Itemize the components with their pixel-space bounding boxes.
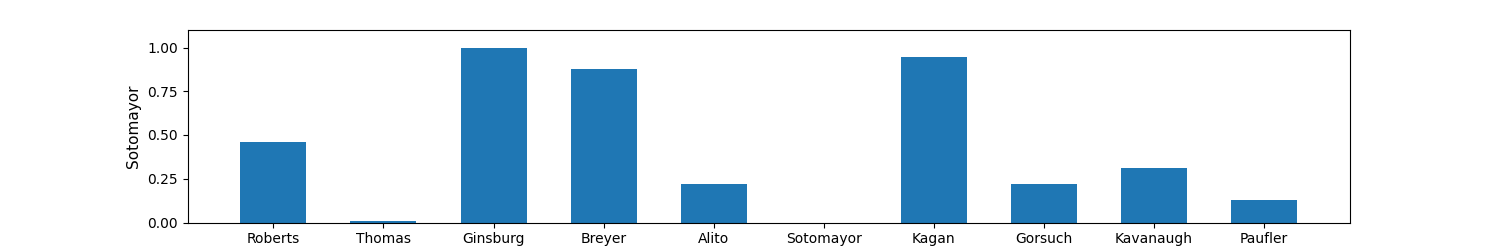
Bar [681,184,747,222]
Bar [570,69,636,222]
Bar [1011,184,1077,222]
Bar [351,221,417,222]
Bar [460,48,526,222]
Bar [1232,200,1298,222]
Y-axis label: Sotomayor: Sotomayor [126,84,141,168]
Bar [1120,168,1186,222]
Bar [902,57,968,222]
Bar [240,142,306,222]
